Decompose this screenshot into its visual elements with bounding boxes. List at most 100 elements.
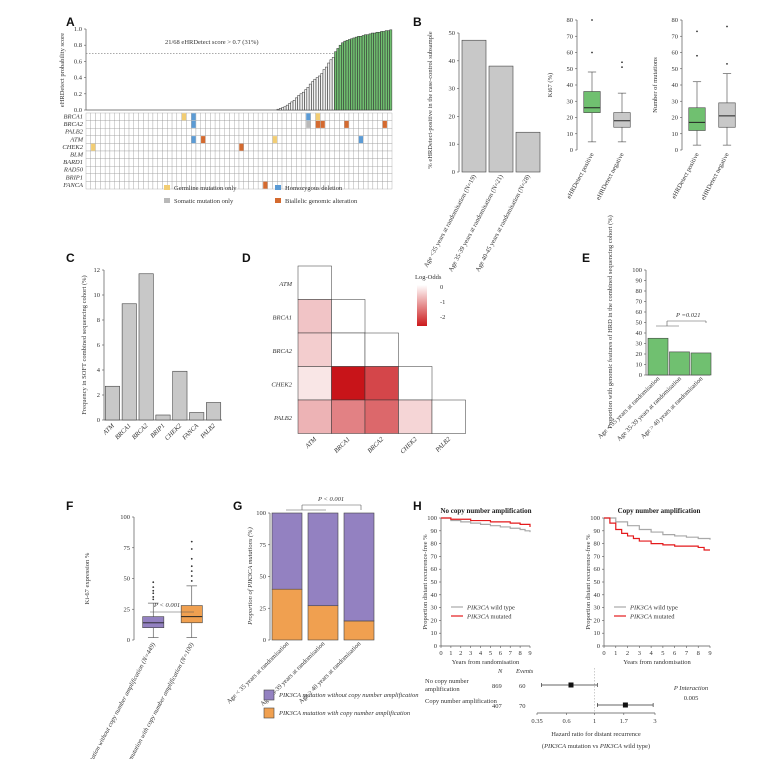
a-grid-cell	[143, 158, 149, 167]
e-y-tick-label: 80	[636, 288, 643, 295]
a-grid-cell	[377, 128, 383, 136]
a-grid-cell	[104, 135, 111, 144]
a-grid-cell	[300, 150, 307, 159]
a-grid-cell	[133, 120, 139, 129]
a-y-tick-label: 0.0	[74, 107, 82, 114]
a-grid-cell	[167, 120, 173, 129]
a-grid-cell	[100, 181, 106, 190]
a-grid-cell	[181, 135, 187, 144]
a-grid-cell	[181, 158, 187, 167]
a-grid-cell	[157, 166, 163, 174]
a-grid-cell	[138, 120, 144, 129]
a-grid-cell	[109, 128, 115, 136]
a-grid-cell	[214, 173, 221, 182]
a-grid-cell	[382, 181, 388, 190]
h3-row-events: 70	[519, 703, 526, 710]
a-grid-cell	[248, 120, 254, 129]
a-grid-cell	[267, 135, 273, 144]
a-grid-cell	[353, 128, 359, 136]
a-bar	[361, 35, 365, 111]
a-grid-cell	[320, 112, 326, 121]
a-grid-cell	[387, 112, 393, 121]
a-grid-cell	[248, 135, 254, 144]
a-grid-cell	[339, 112, 345, 121]
a-grid-cell	[238, 173, 244, 182]
a-grid-cell	[162, 143, 168, 152]
a-grid-cell	[339, 128, 345, 136]
a-grid-cell	[387, 181, 393, 190]
a-grid-cell	[109, 135, 115, 144]
a-grid-cell	[334, 166, 340, 174]
a-grid-cell	[114, 173, 120, 182]
a-grid-cell	[119, 173, 125, 182]
a-legend-label: Somatic mutation only	[174, 198, 234, 205]
a-grid-cell	[334, 112, 340, 121]
c-bar	[138, 273, 154, 421]
a-grid-cell	[124, 143, 130, 152]
a-grid-cell	[152, 173, 158, 182]
e-y-tick-label: 60	[636, 309, 643, 316]
a-grid-cell	[157, 173, 163, 182]
b2-outlier	[591, 51, 593, 54]
a-grid-cell	[372, 112, 378, 121]
a-grid-cell	[186, 150, 192, 159]
a-grid-cell	[377, 150, 383, 159]
a-mutation-mark	[201, 136, 206, 144]
a-grid-cell	[281, 173, 287, 182]
h1-y-tick-label: 10	[431, 630, 438, 637]
a-y-axis-title: eHRDetect probability score	[59, 33, 66, 107]
d-legend-tick: 0	[440, 284, 443, 291]
h1-legend-label: PIK3CA wild type	[466, 605, 515, 612]
a-grid-cell	[219, 128, 225, 136]
a-grid-cell	[315, 173, 321, 182]
a-grid-cell	[296, 135, 302, 144]
h3-x-tick-label: 1	[593, 718, 596, 725]
a-grid-cell	[200, 150, 206, 159]
f-outlier	[190, 565, 193, 568]
a-grid-cell	[128, 128, 134, 136]
b3-y-tick-label: 10	[672, 131, 679, 138]
a-bar	[348, 39, 351, 111]
a-bar	[306, 87, 310, 111]
b3-box	[688, 107, 706, 131]
a-grid-cell	[181, 143, 187, 152]
a-gene-label: FANCA	[62, 182, 83, 189]
a-bar	[375, 31, 379, 111]
a-grid-cell	[296, 128, 302, 136]
a-grid-cell	[334, 120, 340, 129]
a-grid-cell	[320, 166, 326, 174]
b2-y-tick-label: 20	[567, 115, 574, 122]
a-grid-cell	[300, 166, 307, 174]
f-x-tick-label: PIK3CA mutation with copy number amplifi…	[116, 642, 196, 759]
a-grid-cell	[234, 112, 240, 121]
a-grid-cell	[377, 173, 383, 182]
d-col-label: CHEK2	[399, 435, 419, 455]
a-grid-cell	[147, 173, 154, 182]
a-grid-cell	[210, 112, 216, 121]
a-grid-cell	[262, 173, 268, 182]
a-grid-cell	[377, 112, 383, 121]
d-heatmap-cell	[331, 366, 366, 401]
a-grid-cell	[133, 128, 139, 136]
h3-header-events: Events	[515, 668, 534, 675]
h1-x-tick-label: 8	[518, 650, 521, 657]
a-grid-cell	[224, 135, 230, 144]
h1-y-tick-label: 90	[431, 528, 438, 535]
a-grid-cell	[109, 158, 115, 167]
a-bar	[325, 66, 328, 111]
a-grid-cell	[90, 112, 96, 121]
a-grid-cell	[277, 143, 283, 152]
b3-y-tick-label: 70	[672, 33, 679, 40]
a-grid-cell	[339, 135, 345, 144]
b3-box	[718, 102, 736, 128]
a-grid-cell	[363, 135, 369, 144]
a-grid-cell	[382, 166, 388, 174]
a-grid-cell	[372, 135, 378, 144]
a-grid-cell	[152, 150, 158, 159]
h1-x-tick-label: 4	[479, 650, 483, 657]
a-grid-cell	[181, 120, 187, 129]
a-grid-cell	[344, 112, 350, 121]
g-y-tick-label: 100	[256, 510, 266, 517]
c-y-tick-label: 8	[97, 317, 100, 324]
